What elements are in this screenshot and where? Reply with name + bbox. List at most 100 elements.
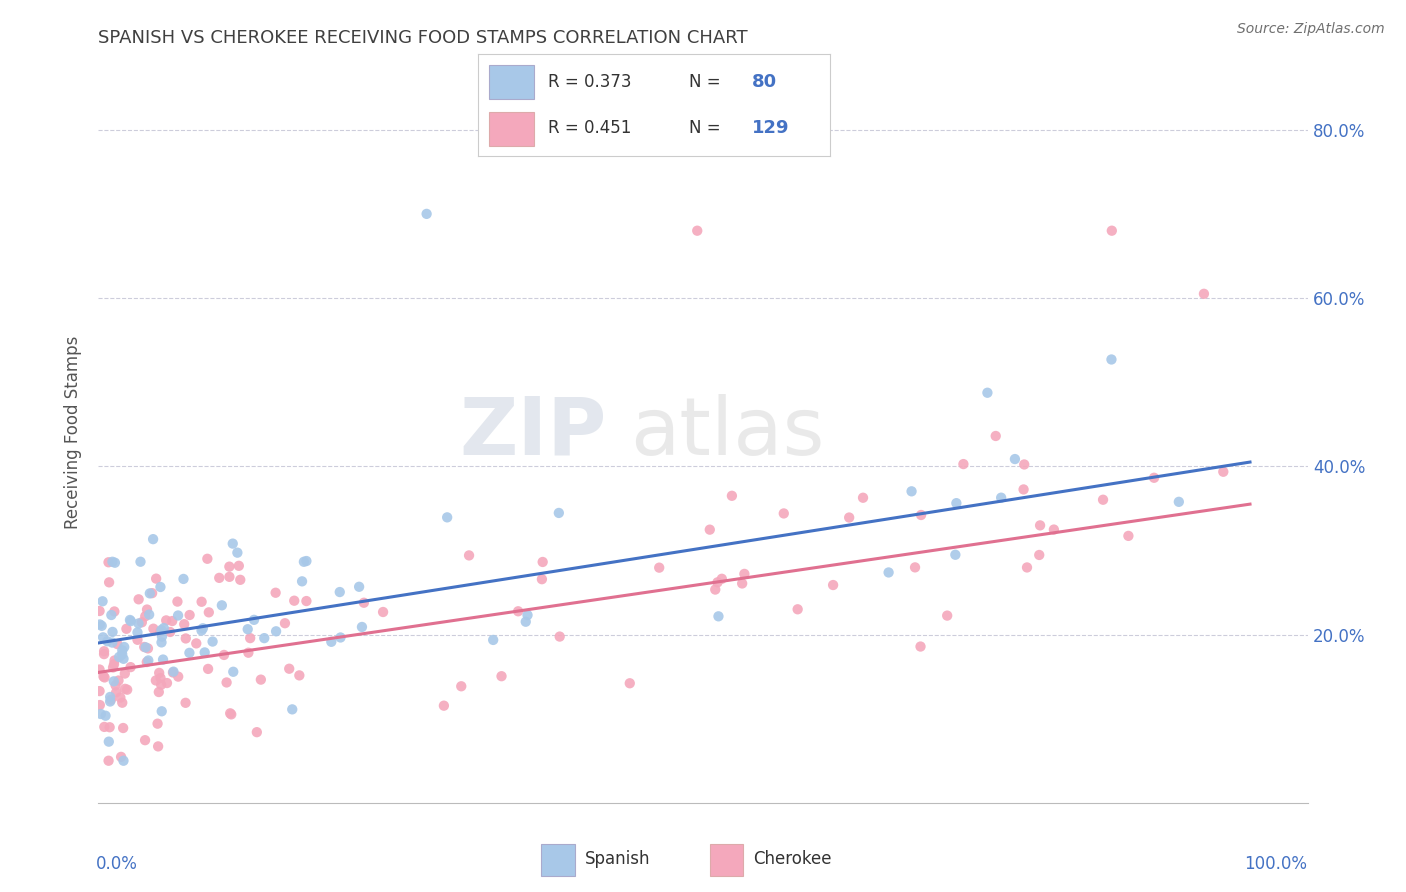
Point bbox=[295, 594, 318, 608]
Point bbox=[167, 670, 190, 684]
Point bbox=[150, 630, 173, 644]
Point bbox=[118, 613, 141, 627]
Point bbox=[162, 665, 184, 680]
Point bbox=[93, 670, 115, 684]
Point bbox=[103, 605, 125, 619]
Point bbox=[1015, 560, 1038, 574]
Point bbox=[100, 692, 122, 706]
Point bbox=[194, 645, 217, 659]
Point bbox=[167, 608, 190, 623]
Point bbox=[219, 706, 242, 721]
Point bbox=[1043, 523, 1066, 537]
Point bbox=[904, 560, 927, 574]
Text: Cherokee: Cherokee bbox=[754, 849, 832, 868]
Point bbox=[134, 640, 156, 654]
Point bbox=[136, 653, 159, 667]
Point bbox=[212, 648, 235, 662]
Point bbox=[288, 668, 311, 682]
Point bbox=[90, 706, 112, 721]
Point bbox=[91, 594, 114, 608]
Point bbox=[415, 207, 437, 221]
Point bbox=[127, 625, 149, 640]
Point bbox=[112, 640, 135, 654]
Point bbox=[721, 489, 744, 503]
Point bbox=[89, 617, 111, 632]
Point bbox=[128, 616, 150, 631]
Point bbox=[148, 685, 170, 699]
Text: 0.0%: 0.0% bbox=[96, 855, 138, 872]
Point bbox=[1143, 471, 1166, 485]
Point bbox=[162, 665, 184, 679]
Text: R = 0.373: R = 0.373 bbox=[548, 73, 631, 91]
Point bbox=[482, 632, 505, 647]
Text: N =: N = bbox=[689, 119, 725, 136]
Point bbox=[120, 614, 142, 628]
Point bbox=[945, 496, 967, 510]
Bar bbox=[541, 844, 575, 876]
Point bbox=[101, 624, 124, 639]
Point bbox=[278, 662, 301, 676]
Point bbox=[936, 608, 959, 623]
Point bbox=[733, 566, 755, 581]
Point bbox=[243, 613, 266, 627]
Point bbox=[128, 592, 150, 607]
Point bbox=[120, 660, 142, 674]
Point bbox=[1012, 458, 1035, 472]
Point bbox=[246, 725, 269, 739]
Point bbox=[90, 619, 112, 633]
Text: R = 0.451: R = 0.451 bbox=[548, 119, 631, 136]
Point bbox=[990, 491, 1012, 505]
Point bbox=[433, 698, 456, 713]
Point bbox=[264, 624, 287, 639]
Point bbox=[93, 669, 115, 683]
Point bbox=[96, 634, 118, 648]
Point bbox=[112, 652, 135, 666]
Point bbox=[103, 657, 125, 672]
Point bbox=[531, 555, 554, 569]
Point bbox=[166, 594, 188, 608]
Point bbox=[173, 617, 195, 632]
Point bbox=[1028, 548, 1050, 562]
Point bbox=[97, 734, 120, 748]
Point bbox=[89, 684, 111, 698]
Point bbox=[108, 650, 131, 665]
Point bbox=[110, 750, 132, 764]
Point bbox=[321, 635, 343, 649]
Point bbox=[142, 622, 165, 636]
Point bbox=[283, 593, 305, 607]
Text: N =: N = bbox=[689, 73, 725, 91]
Point bbox=[111, 696, 134, 710]
Point bbox=[458, 549, 481, 563]
Point bbox=[111, 643, 134, 657]
Point bbox=[291, 574, 314, 589]
Point bbox=[107, 673, 129, 688]
Point bbox=[491, 669, 513, 683]
Point bbox=[952, 457, 974, 471]
Point bbox=[329, 585, 352, 599]
Point bbox=[731, 576, 754, 591]
Point bbox=[149, 671, 172, 685]
Point bbox=[104, 678, 127, 692]
Point bbox=[136, 602, 159, 616]
Text: Source: ZipAtlas.com: Source: ZipAtlas.com bbox=[1237, 22, 1385, 37]
Point bbox=[706, 575, 728, 590]
Point bbox=[211, 599, 233, 613]
Point bbox=[104, 556, 127, 570]
Y-axis label: Receiving Food Stamps: Receiving Food Stamps bbox=[65, 336, 83, 529]
Point bbox=[159, 624, 181, 639]
Point bbox=[910, 640, 932, 654]
Point bbox=[1101, 224, 1123, 238]
Point bbox=[131, 615, 153, 630]
Bar bbox=[710, 844, 744, 876]
Text: 80: 80 bbox=[752, 73, 778, 91]
Text: Spanish: Spanish bbox=[585, 849, 651, 868]
Point bbox=[943, 548, 966, 562]
Point bbox=[156, 676, 179, 690]
Point bbox=[103, 674, 125, 689]
Point bbox=[98, 690, 121, 704]
Point bbox=[228, 558, 250, 573]
Point bbox=[371, 605, 394, 619]
Point bbox=[89, 663, 111, 677]
Point bbox=[238, 646, 260, 660]
Text: atlas: atlas bbox=[630, 393, 825, 472]
